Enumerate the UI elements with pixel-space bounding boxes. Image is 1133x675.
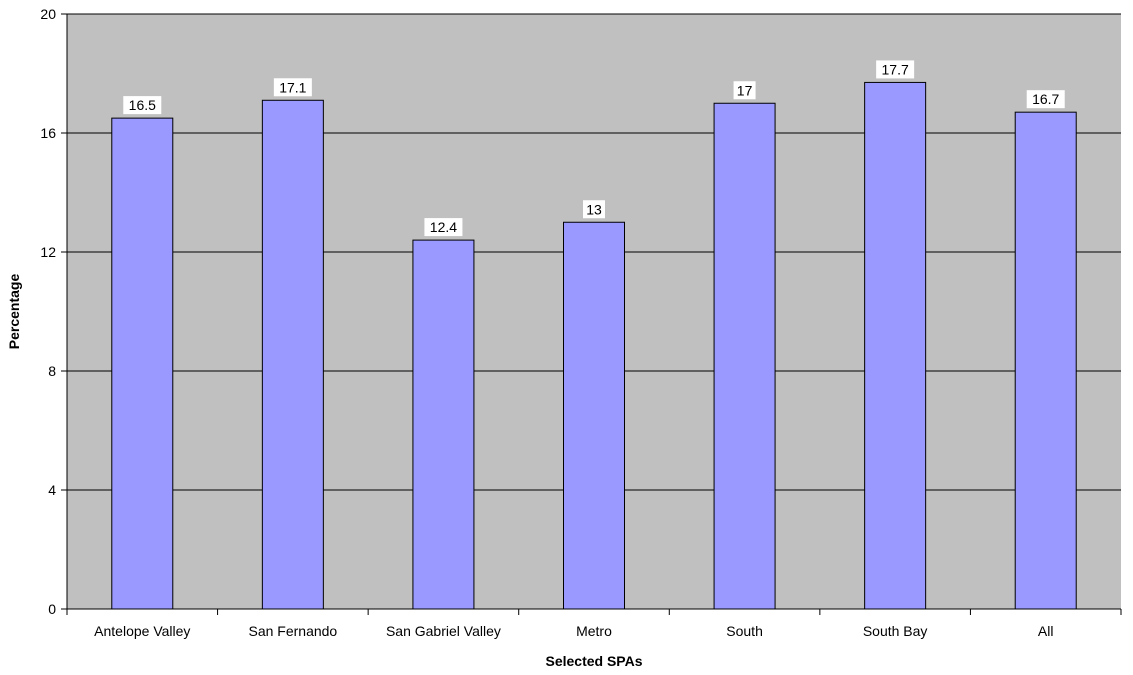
x-tick-label: South (726, 623, 763, 639)
y-tick-label: 0 (48, 601, 56, 617)
data-label: 16.5 (129, 97, 156, 113)
x-tick-label: South Bay (863, 623, 928, 639)
axes (61, 13, 1122, 615)
y-axis-title: Percentage (6, 274, 22, 350)
y-tick-label: 20 (40, 6, 56, 22)
bar (111, 117, 174, 610)
data-label: 17 (737, 82, 753, 98)
bar (563, 221, 625, 610)
data-label: 17.1 (279, 79, 306, 95)
data-label-box (876, 60, 915, 79)
y-tick-label: 8 (48, 363, 56, 379)
bar (864, 81, 927, 610)
y-tick-labels: 0 4 8 12 16 20 (40, 6, 56, 617)
data-label: 17.7 (882, 61, 909, 77)
data-label-box (1026, 90, 1065, 109)
data-label-box (273, 78, 312, 97)
data-label-box (583, 200, 605, 219)
data-label: 13 (586, 201, 602, 217)
bar (1014, 111, 1077, 610)
data-label-box (123, 96, 162, 115)
x-tick-label: Antelope Valley (94, 623, 190, 639)
data-label: 16.7 (1032, 91, 1059, 107)
y-tick-label: 16 (40, 125, 56, 141)
bar (412, 239, 475, 610)
x-tick-labels: Antelope Valley San Fernando San Gabriel V… (94, 623, 1053, 639)
y-tick-label: 12 (40, 244, 56, 260)
y-tick-label: 4 (48, 482, 56, 498)
bar (713, 102, 776, 610)
x-tick-label: San Fernando (248, 623, 337, 639)
data-label-box (424, 218, 463, 237)
bar (261, 99, 324, 610)
data-label-box (733, 81, 756, 100)
bars (111, 81, 1077, 610)
data-label: 12.4 (430, 219, 457, 235)
x-tick-label: Metro (576, 623, 612, 639)
x-tick-label: San Gabriel Valley (386, 623, 501, 639)
x-tick-label: All (1038, 623, 1054, 639)
data-labels: 16.5 17.1 12.4 13 17 17.7 16.7 (123, 60, 1065, 237)
x-axis-title: Selected SPAs (545, 653, 642, 669)
